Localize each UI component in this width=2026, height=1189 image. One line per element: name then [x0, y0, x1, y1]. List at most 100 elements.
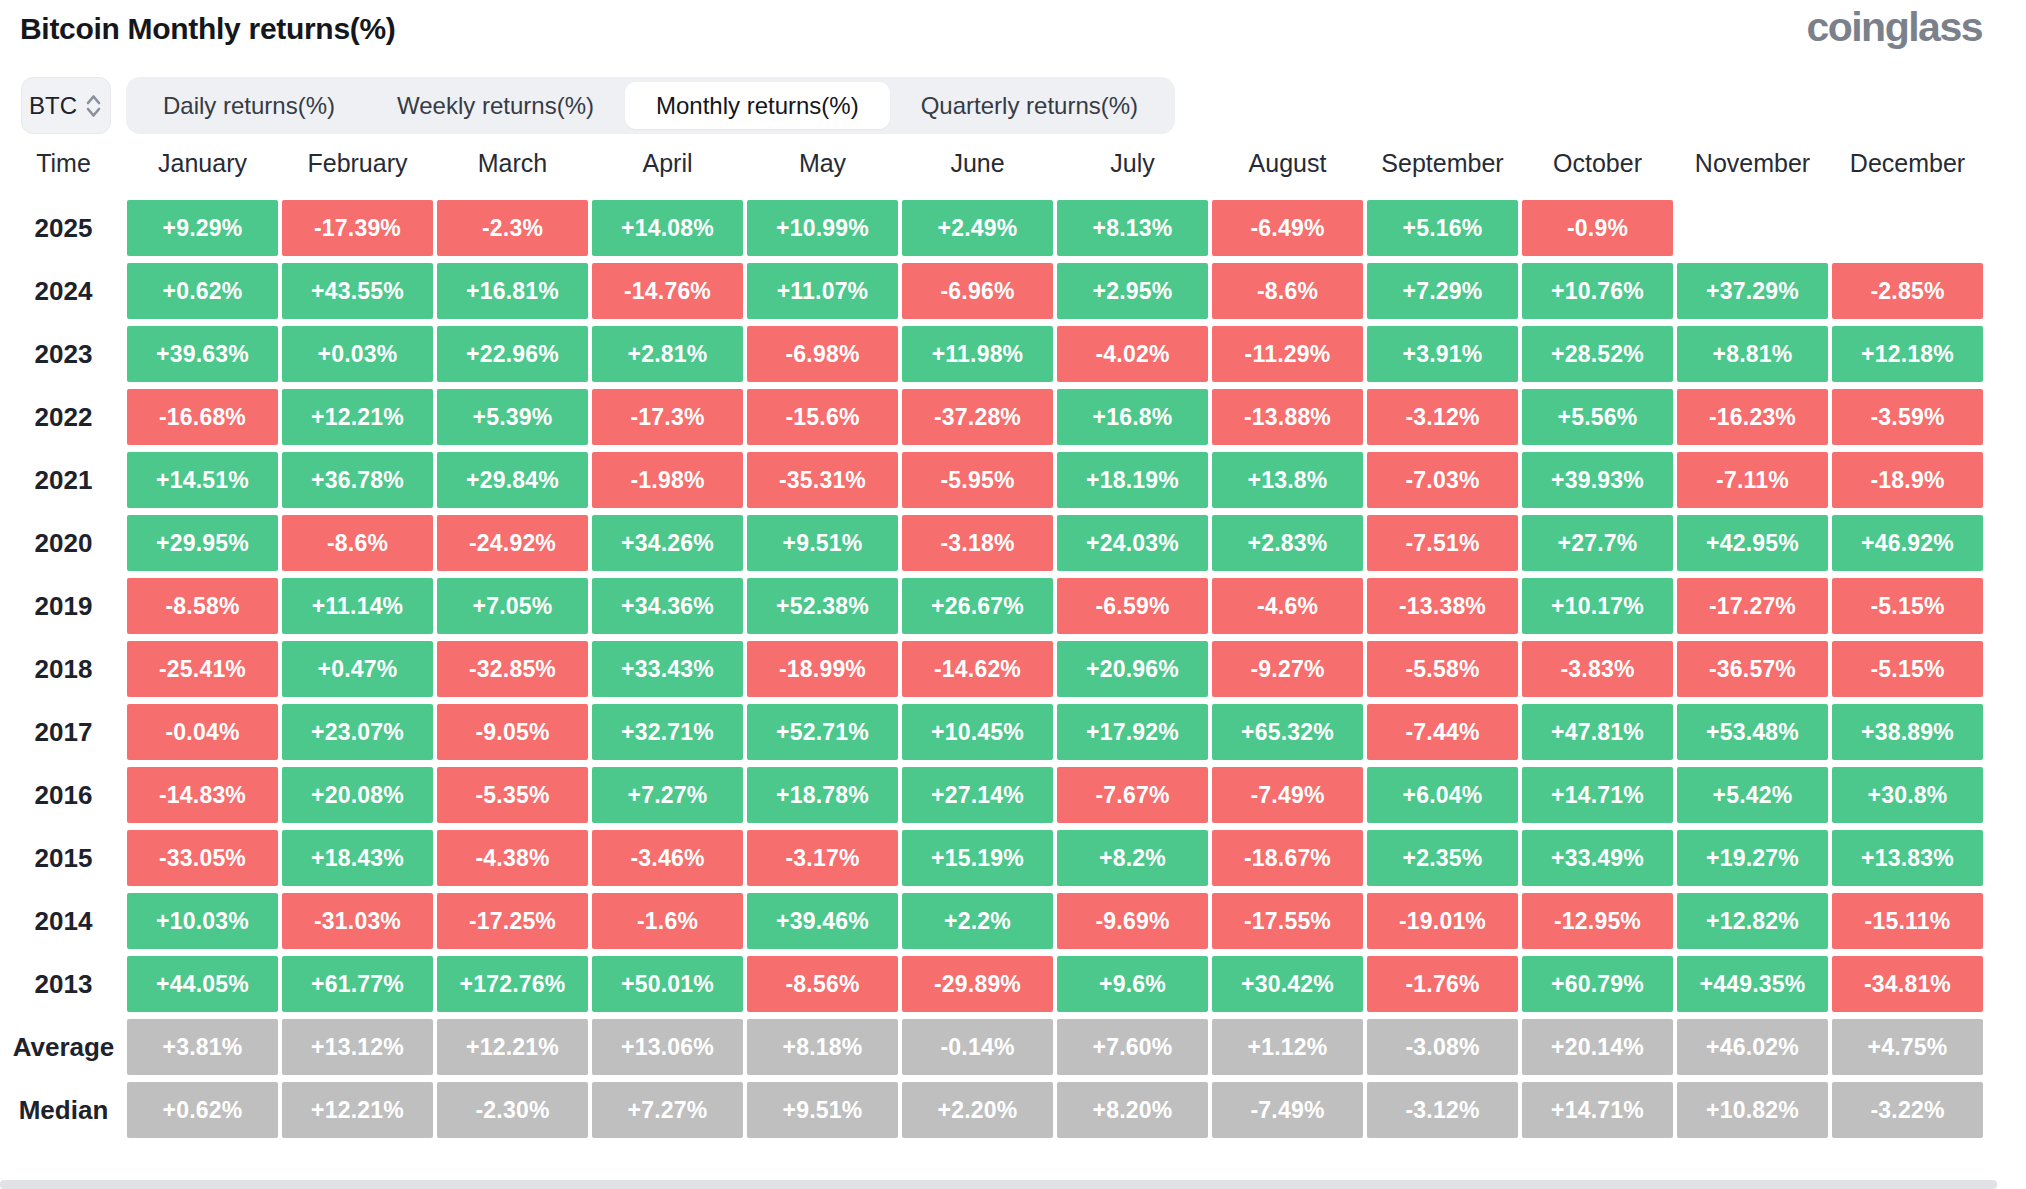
return-cell: -4.02% [1057, 326, 1208, 382]
return-cell: +53.48% [1677, 704, 1828, 760]
return-cell: +61.77% [282, 956, 433, 1012]
return-cell: -17.55% [1212, 893, 1363, 949]
tab-monthly-returns[interactable]: Monthly returns(%) [625, 82, 890, 129]
tab-daily-returns[interactable]: Daily returns(%) [132, 77, 366, 134]
return-cell: -9.05% [437, 704, 588, 760]
return-cell: +33.43% [592, 641, 743, 697]
return-cell: -0.04% [127, 704, 278, 760]
return-cell: -1.76% [1367, 956, 1518, 1012]
return-cell: -17.27% [1677, 578, 1828, 634]
return-cell: -37.28% [902, 389, 1053, 445]
return-cell: -12.95% [1522, 893, 1673, 949]
return-cell: -8.6% [1212, 263, 1363, 319]
return-cell: -5.58% [1367, 641, 1518, 697]
return-cell: -0.9% [1522, 200, 1673, 256]
return-cell: -17.39% [282, 200, 433, 256]
page-title: Bitcoin Monthly returns(%) [20, 12, 396, 46]
month-header: October [1522, 140, 1673, 186]
return-cell: +7.27% [592, 1082, 743, 1138]
return-cell: +18.19% [1057, 452, 1208, 508]
return-cell: -3.12% [1367, 1082, 1518, 1138]
return-cell: +32.71% [592, 704, 743, 760]
return-cell: +24.03% [1057, 515, 1208, 571]
return-cell: +0.62% [127, 263, 278, 319]
return-cell: +12.82% [1677, 893, 1828, 949]
return-cell: +2.83% [1212, 515, 1363, 571]
return-cell: -7.11% [1677, 452, 1828, 508]
tab-weekly-returns[interactable]: Weekly returns(%) [366, 77, 625, 134]
return-cell: -7.67% [1057, 767, 1208, 823]
return-cell: +12.21% [282, 389, 433, 445]
month-header: January [127, 140, 278, 186]
return-cell: +14.51% [127, 452, 278, 508]
return-cell: -34.81% [1832, 956, 1983, 1012]
month-header: November [1677, 140, 1828, 186]
row-label-average: Average [0, 1019, 127, 1075]
return-cell: +12.18% [1832, 326, 1983, 382]
return-cell: -5.95% [902, 452, 1053, 508]
return-cell: +28.52% [1522, 326, 1673, 382]
return-cell: +26.67% [902, 578, 1053, 634]
return-cell: +52.71% [747, 704, 898, 760]
return-cell: -5.35% [437, 767, 588, 823]
return-cell: -25.41% [127, 641, 278, 697]
row-label-2020: 2020 [0, 515, 127, 571]
return-cell: -29.89% [902, 956, 1053, 1012]
return-cell: -31.03% [282, 893, 433, 949]
coinglass-monthly-returns-page: Bitcoin Monthly returns(%) coinglass BTC… [0, 0, 2026, 1189]
return-cell: +36.78% [282, 452, 433, 508]
return-cell: +39.93% [1522, 452, 1673, 508]
returns-period-tabs: Daily returns(%)Weekly returns(%)Monthly… [126, 77, 1175, 134]
return-cell: +3.91% [1367, 326, 1518, 382]
return-cell: +20.14% [1522, 1019, 1673, 1075]
return-cell: -2.85% [1832, 263, 1983, 319]
horizontal-scrollbar[interactable] [0, 1180, 1997, 1189]
month-header: May [747, 140, 898, 186]
return-cell: -7.44% [1367, 704, 1518, 760]
return-cell: +5.56% [1522, 389, 1673, 445]
coinglass-logo: coinglass [1806, 4, 1982, 51]
return-cell: +33.49% [1522, 830, 1673, 886]
month-header: September [1367, 140, 1518, 186]
return-cell: +14.08% [592, 200, 743, 256]
return-cell: +46.02% [1677, 1019, 1828, 1075]
return-cell: -9.69% [1057, 893, 1208, 949]
return-cell: +15.19% [902, 830, 1053, 886]
return-cell: -16.68% [127, 389, 278, 445]
return-cell: +2.81% [592, 326, 743, 382]
return-cell: +18.78% [747, 767, 898, 823]
return-cell: +20.96% [1057, 641, 1208, 697]
month-header: July [1057, 140, 1208, 186]
return-cell: +14.71% [1522, 1082, 1673, 1138]
return-cell: +10.76% [1522, 263, 1673, 319]
return-cell: -9.27% [1212, 641, 1363, 697]
return-cell: +10.03% [127, 893, 278, 949]
return-cell: +12.21% [282, 1082, 433, 1138]
row-label-2017: 2017 [0, 704, 127, 760]
time-column-header: Time [0, 140, 127, 186]
return-cell: -3.59% [1832, 389, 1983, 445]
return-cell: +27.14% [902, 767, 1053, 823]
row-label-2025: 2025 [0, 200, 127, 256]
return-cell: -14.62% [902, 641, 1053, 697]
return-cell: -6.59% [1057, 578, 1208, 634]
return-cell: +19.27% [1677, 830, 1828, 886]
return-cell: +18.43% [282, 830, 433, 886]
return-cell: +8.81% [1677, 326, 1828, 382]
return-cell: -1.98% [592, 452, 743, 508]
return-cell: -3.83% [1522, 641, 1673, 697]
return-cell: +10.99% [747, 200, 898, 256]
return-cell: +5.16% [1367, 200, 1518, 256]
return-cell: +10.17% [1522, 578, 1673, 634]
return-cell: +37.29% [1677, 263, 1828, 319]
return-cell: -4.6% [1212, 578, 1363, 634]
return-cell: +7.27% [592, 767, 743, 823]
return-cell: -8.58% [127, 578, 278, 634]
return-cell: -3.17% [747, 830, 898, 886]
return-cell: -6.96% [902, 263, 1053, 319]
coin-selector[interactable]: BTC [21, 77, 111, 134]
tab-quarterly-returns[interactable]: Quarterly returns(%) [890, 77, 1169, 134]
coin-selector-value: BTC [29, 92, 77, 120]
month-header: August [1212, 140, 1363, 186]
return-cell: +4.75% [1832, 1019, 1983, 1075]
